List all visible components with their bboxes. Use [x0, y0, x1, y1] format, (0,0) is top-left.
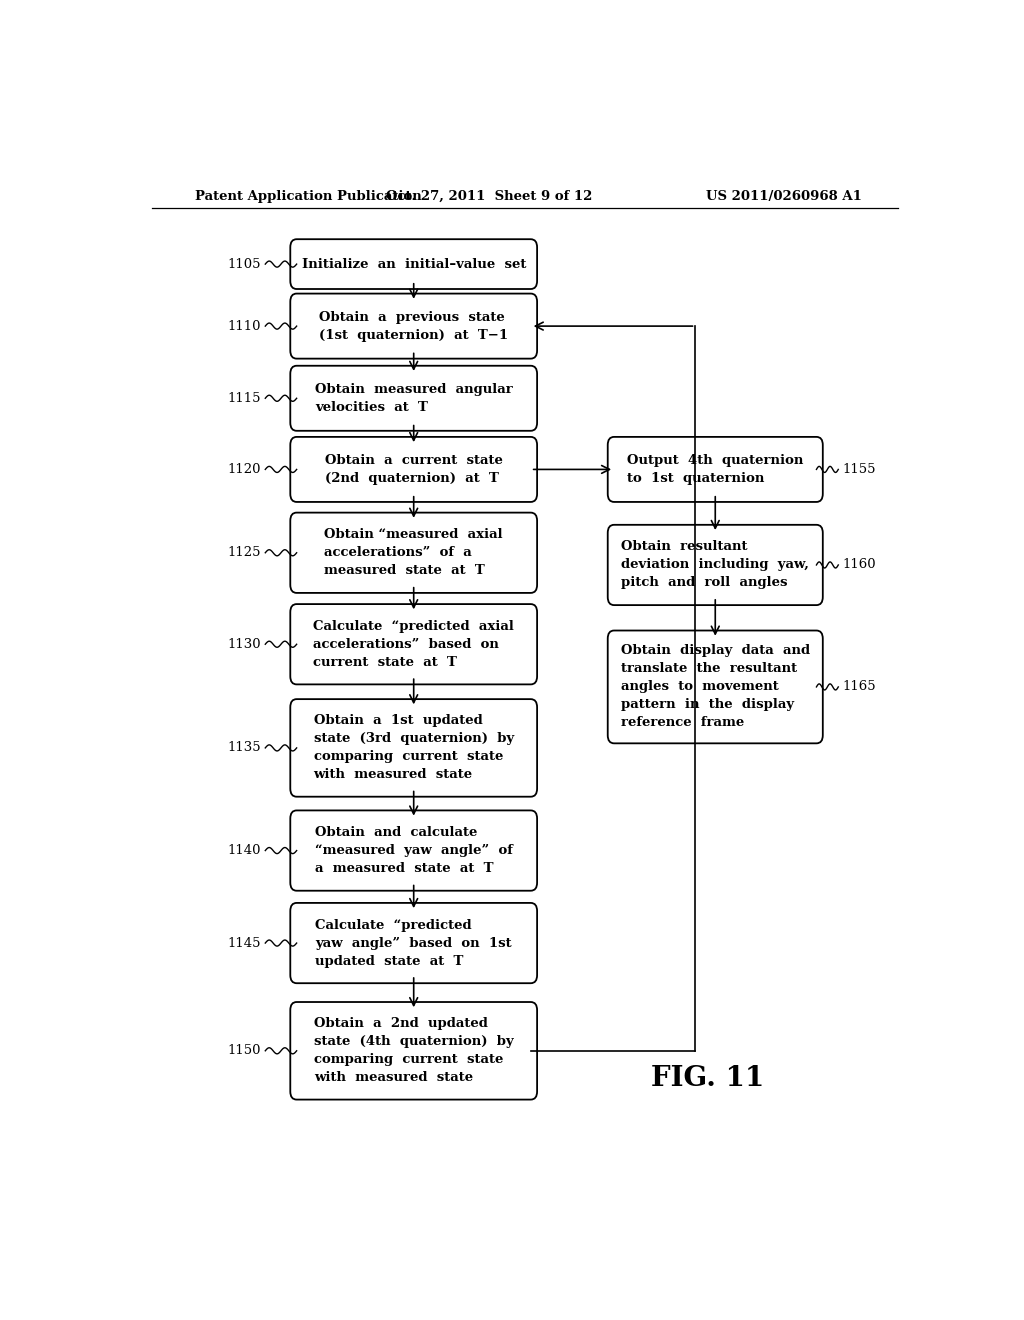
- Text: 1115: 1115: [227, 392, 261, 405]
- Text: Obtain  measured  angular
velocities  at  T: Obtain measured angular velocities at T: [314, 383, 513, 413]
- FancyBboxPatch shape: [290, 437, 538, 502]
- Text: Calculate  “predicted  axial
accelerations”  based  on
current  state  at  T: Calculate “predicted axial accelerations…: [313, 619, 514, 669]
- Text: 1135: 1135: [227, 742, 261, 755]
- Text: Initialize  an  initial–value  set: Initialize an initial–value set: [301, 257, 526, 271]
- Text: Obtain  a  current  state
(2nd  quaternion)  at  T: Obtain a current state (2nd quaternion) …: [325, 454, 503, 484]
- FancyBboxPatch shape: [607, 437, 823, 502]
- FancyBboxPatch shape: [290, 605, 538, 684]
- Text: Patent Application Publication: Patent Application Publication: [196, 190, 422, 202]
- FancyBboxPatch shape: [290, 239, 538, 289]
- FancyBboxPatch shape: [290, 293, 538, 359]
- Text: Obtain  resultant
deviation  including  yaw,
pitch  and  roll  angles: Obtain resultant deviation including yaw…: [622, 540, 809, 590]
- Text: 1155: 1155: [842, 463, 876, 477]
- FancyBboxPatch shape: [290, 512, 538, 593]
- Text: 1165: 1165: [842, 680, 876, 693]
- Text: 1130: 1130: [227, 638, 261, 651]
- Text: FIG. 11: FIG. 11: [650, 1065, 764, 1092]
- Text: Oct. 27, 2011  Sheet 9 of 12: Oct. 27, 2011 Sheet 9 of 12: [386, 190, 592, 202]
- Text: Output  4th  quaternion
to  1st  quaternion: Output 4th quaternion to 1st quaternion: [627, 454, 804, 484]
- Text: 1150: 1150: [227, 1044, 261, 1057]
- FancyBboxPatch shape: [290, 1002, 538, 1100]
- Text: 1105: 1105: [227, 257, 261, 271]
- FancyBboxPatch shape: [290, 366, 538, 430]
- Text: US 2011/0260968 A1: US 2011/0260968 A1: [707, 190, 862, 202]
- FancyBboxPatch shape: [607, 525, 823, 605]
- Text: Calculate  “predicted
yaw  angle”  based  on  1st
updated  state  at  T: Calculate “predicted yaw angle” based on…: [315, 919, 512, 968]
- Text: Obtain  a  2nd  updated
state  (4th  quaternion)  by
comparing  current  state
w: Obtain a 2nd updated state (4th quaterni…: [313, 1018, 514, 1084]
- Text: 1160: 1160: [842, 558, 876, 572]
- Text: 1125: 1125: [227, 546, 261, 560]
- Text: 1120: 1120: [227, 463, 261, 477]
- Text: 1145: 1145: [227, 937, 261, 949]
- Text: 1110: 1110: [227, 319, 261, 333]
- Text: 1140: 1140: [227, 843, 261, 857]
- FancyBboxPatch shape: [290, 810, 538, 891]
- FancyBboxPatch shape: [290, 700, 538, 797]
- Text: Obtain  a  1st  updated
state  (3rd  quaternion)  by
comparing  current  state
w: Obtain a 1st updated state (3rd quaterni…: [313, 714, 514, 781]
- Text: Obtain  display  data  and
translate  the  resultant
angles  to  movement
patter: Obtain display data and translate the re…: [621, 644, 810, 730]
- FancyBboxPatch shape: [290, 903, 538, 983]
- Text: Obtain  a  previous  state
(1st  quaternion)  at  T−1: Obtain a previous state (1st quaternion)…: [319, 310, 508, 342]
- Text: Obtain  and  calculate
“measured  yaw  angle”  of
a  measured  state  at  T: Obtain and calculate “measured yaw angle…: [314, 826, 513, 875]
- Text: Obtain “measured  axial
accelerations”  of  a
measured  state  at  T: Obtain “measured axial accelerations” of…: [325, 528, 503, 577]
- FancyBboxPatch shape: [607, 631, 823, 743]
